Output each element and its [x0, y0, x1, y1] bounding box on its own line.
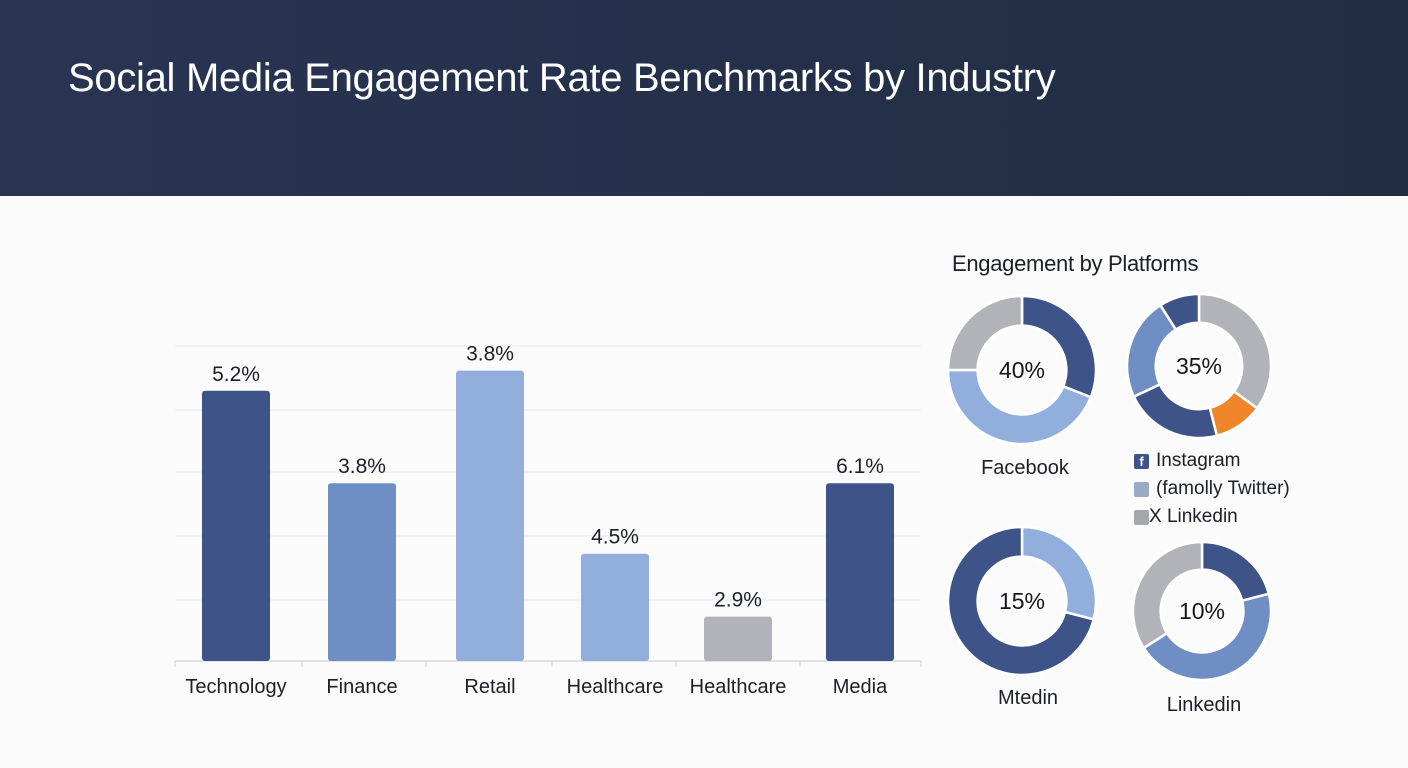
donut-chart-facebook: 40%: [946, 294, 1098, 446]
bar-category-label: Finance: [326, 676, 397, 698]
platforms-legend: f Instagram (famolly Twitter) X Linkedin: [1134, 447, 1290, 531]
bar-category-label: Media: [833, 676, 888, 698]
donut-slice-0: [1200, 540, 1271, 603]
donut-center-label: 35%: [1176, 353, 1222, 379]
bar-5: [826, 483, 894, 661]
bar-chart-category-labels: Technology Finance Retail Healthcare Healthc…: [185, 676, 888, 698]
bar-value-label: 3.8%: [338, 455, 386, 478]
bar-value-label: 6.1%: [836, 455, 884, 478]
legend-label: (famolly Twitter): [1156, 478, 1290, 499]
bar-value-label: 5.2%: [212, 363, 260, 386]
page-title: Social Media Engagement Rate Benchmarks …: [68, 56, 1056, 100]
donut-label-mtedin: Mtedin: [997, 687, 1059, 709]
donut-slice-1: [1142, 592, 1273, 682]
bar-value-label: 3.8%: [466, 343, 514, 366]
legend-label: Instagram: [1156, 450, 1241, 471]
facebook-f-icon: f: [1134, 453, 1149, 469]
bar-category-label: Healthcare: [690, 676, 787, 698]
donut-label-linkedin: Linkedin: [1166, 694, 1242, 716]
donut-center-label: 10%: [1179, 598, 1225, 624]
bar-3: [581, 553, 649, 661]
donut-chart-mtedin: 15%: [946, 525, 1098, 677]
platforms-panel-title: Engagement by Platforms: [952, 251, 1199, 276]
bar-category-label: Technology: [185, 676, 286, 698]
donut-slice-2: [1131, 540, 1204, 650]
donut-center-label: 40%: [999, 357, 1045, 383]
bar-0: [202, 390, 270, 661]
donut-center-label: 15%: [999, 588, 1045, 614]
donut-slice-2: [1132, 382, 1219, 440]
bar-chart-gridlines: [174, 345, 922, 667]
bar-value-label: 2.9%: [714, 589, 762, 612]
bar-category-label: Retail: [464, 676, 515, 698]
legend-label: X Linkedin: [1149, 506, 1238, 527]
donut-slice-0: [1197, 292, 1273, 411]
bar-1: [328, 483, 396, 661]
bar-4: [704, 616, 772, 661]
industry-bar-chart: 5.2% 3.8% 3.8% 4.5% 2.9% 6.1% Technology Finan…: [174, 343, 922, 698]
legend-item-instagram: f Instagram: [1134, 447, 1290, 475]
donut-chart-linkedin: 10%: [1131, 540, 1273, 682]
bar-2: [456, 370, 524, 661]
donut-label-facebook: Facebook: [981, 457, 1069, 479]
bar-category-label: Healthcare: [567, 676, 664, 698]
bar-chart-bars: [202, 370, 894, 661]
bar-value-label: 4.5%: [591, 526, 639, 549]
bar-chart-value-labels: 5.2% 3.8% 3.8% 4.5% 2.9% 6.1%: [212, 343, 884, 612]
donut-slice-1: [946, 368, 1093, 446]
donut-slice-1: [946, 525, 1096, 677]
square-icon: [1134, 481, 1149, 497]
square-icon: [1134, 509, 1149, 525]
legend-item-linkedin: X Linkedin: [1134, 503, 1290, 531]
donut-slice-2: [946, 294, 1024, 372]
header-banner: Social Media Engagement Rate Benchmarks …: [0, 0, 1408, 196]
donut-slice-0: [1020, 294, 1098, 399]
donut-slice-4: [1158, 292, 1201, 332]
legend-item-twitter: (famolly Twitter): [1134, 475, 1290, 503]
donut-chart-second: 35%: [1125, 292, 1273, 440]
